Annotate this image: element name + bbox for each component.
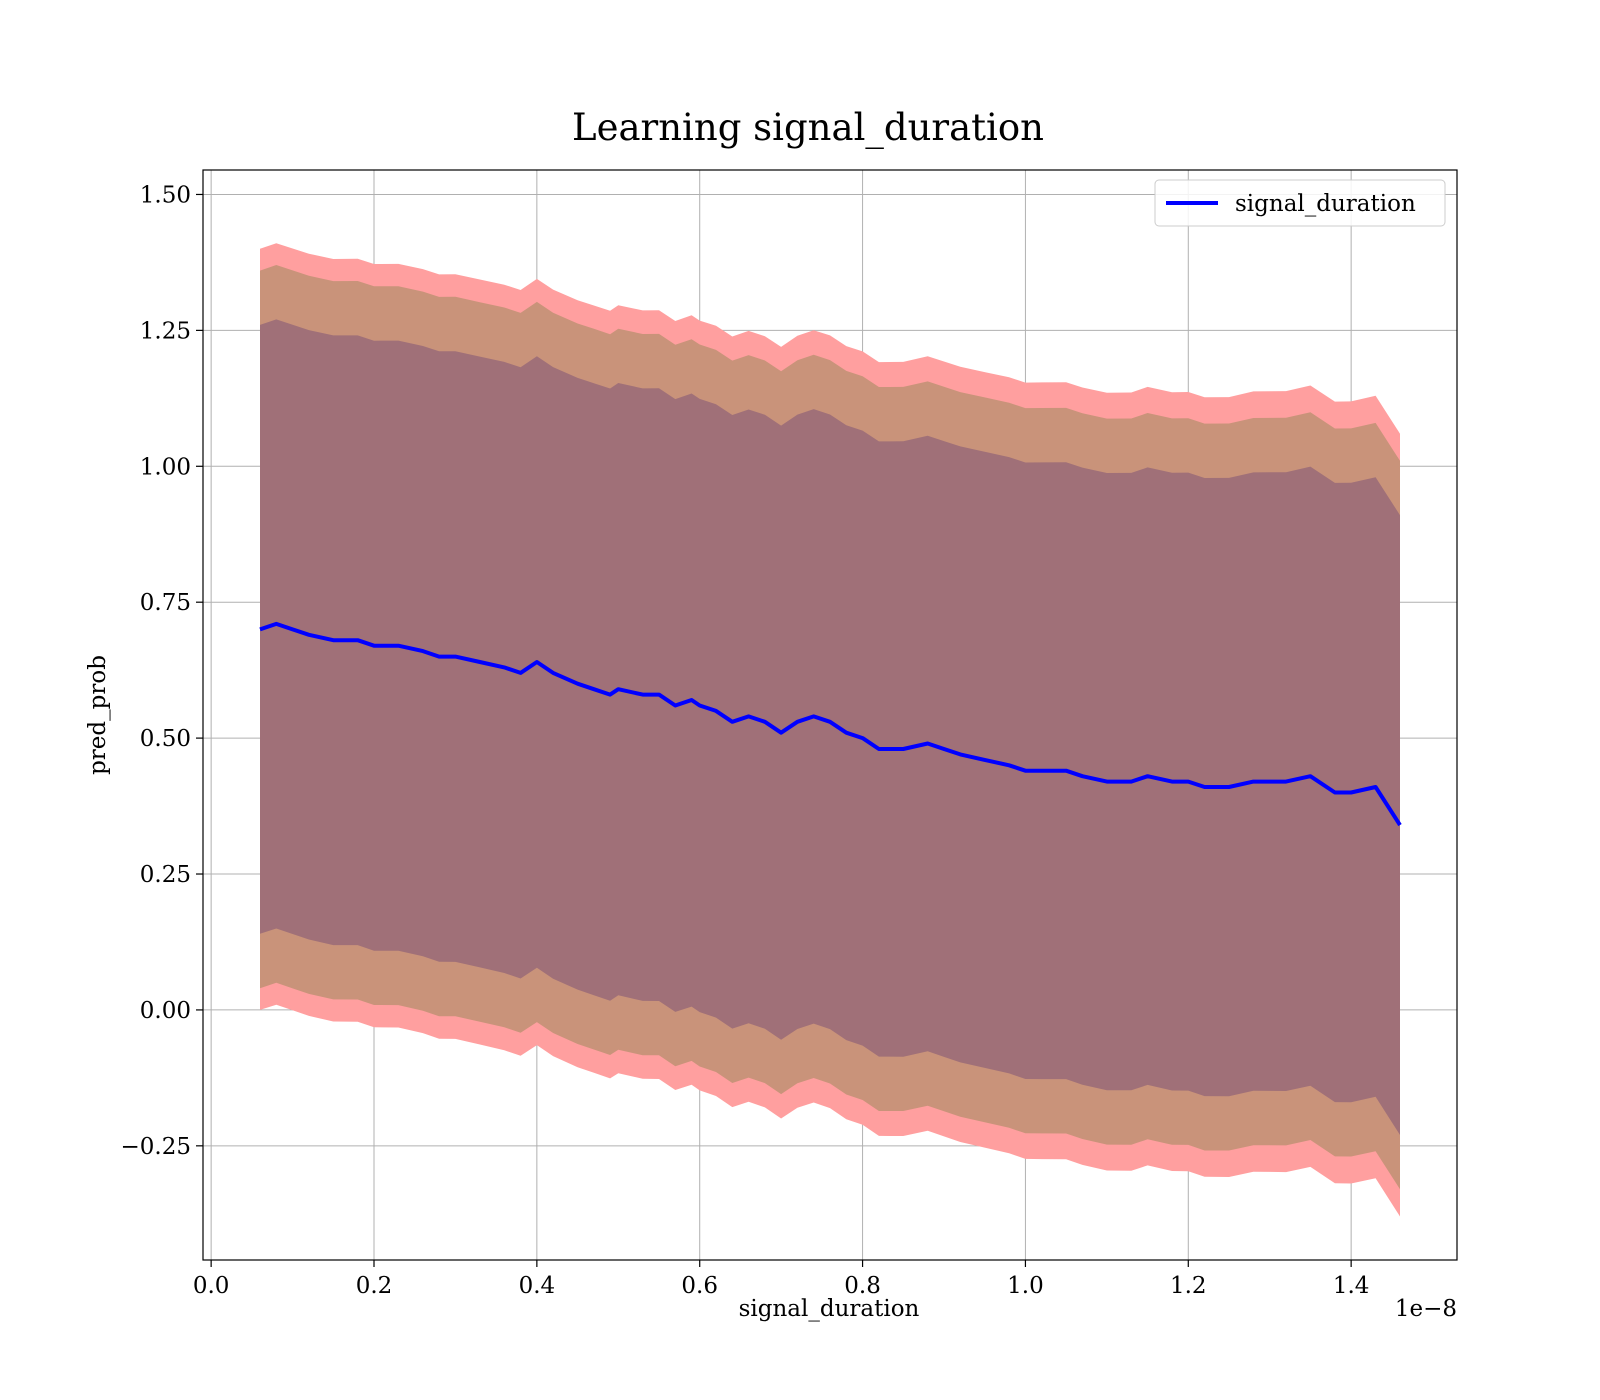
x-tick-label: 0.0 <box>193 1273 230 1299</box>
x-tick-label: 1.4 <box>1333 1273 1370 1299</box>
legend-label: signal_duration <box>1235 191 1416 217</box>
legend: signal_duration <box>1154 179 1446 227</box>
y-axis-label: pred_prob <box>85 655 111 775</box>
confidence-bands <box>260 243 1400 1217</box>
y-tick-label: 0.50 <box>140 726 191 752</box>
series-lines <box>259 621 1402 827</box>
y-axis-ticks: −0.25 0.00 0.25 0.50 0.75 1.00 1.25 1.50 <box>121 182 203 1160</box>
x-tick-label: 1.0 <box>1007 1273 1044 1299</box>
plot-frame <box>202 169 1458 1261</box>
x-tick-label: 1.2 <box>1170 1273 1207 1299</box>
x-tick-label: 0.6 <box>681 1273 718 1299</box>
y-tick-label: −0.25 <box>121 1134 191 1160</box>
chart-title: Learning signal_duration <box>572 106 1044 150</box>
x-tick-label: 0.4 <box>519 1273 556 1299</box>
x-tick-label: 0.8 <box>844 1273 881 1299</box>
y-tick-label: 1.50 <box>140 182 191 208</box>
y-tick-label: 1.25 <box>140 318 191 344</box>
series-line-signal-duration <box>259 621 1402 827</box>
y-tick-label: 0.25 <box>140 862 191 888</box>
x-axis-ticks: 0.0 0.2 0.4 0.6 0.8 1.0 1.2 1.4 <box>193 1260 1370 1299</box>
x-axis-offset-text: 1e−8 <box>1395 1296 1457 1322</box>
legend-box <box>1154 179 1446 227</box>
y-tick-label: 0.00 <box>140 998 191 1024</box>
x-axis-label: signal_duration <box>739 1296 920 1322</box>
y-tick-label: 1.00 <box>140 454 191 480</box>
band-inner <box>260 319 1400 1135</box>
y-tick-label: 0.75 <box>140 590 191 616</box>
x-tick-label: 0.2 <box>356 1273 393 1299</box>
